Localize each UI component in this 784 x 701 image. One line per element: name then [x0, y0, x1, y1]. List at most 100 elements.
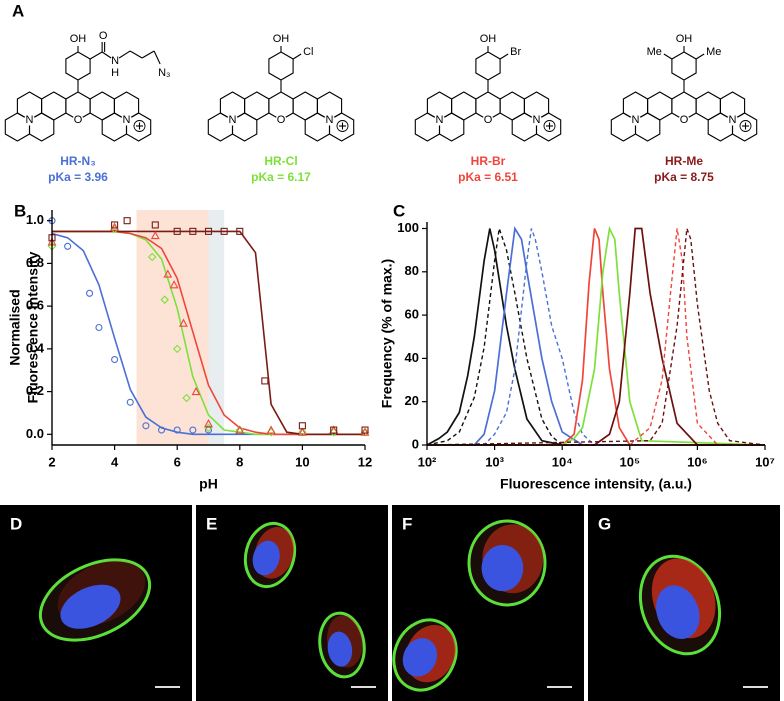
bond: [292, 53, 302, 60]
compound-pka: pKa = 3.96: [48, 170, 108, 184]
x-tick-label: 4: [111, 454, 119, 469]
atom-label: N: [436, 114, 444, 126]
marker: [110, 222, 120, 231]
y-tick-label: 0: [412, 436, 419, 451]
y-tick-label: 40: [405, 350, 419, 365]
y-axis-label: Frequency (% of max.): [379, 259, 395, 408]
shaded-band: [208, 210, 225, 445]
marker: [86, 289, 94, 297]
x-axis-label: pH: [199, 476, 218, 492]
histogram-curve: [427, 228, 765, 446]
x-tick-label: 2: [48, 454, 55, 469]
y-tick-label: 1.0: [26, 212, 44, 227]
micrograph-label: D: [10, 514, 22, 533]
bond: [695, 53, 705, 60]
marker: [235, 425, 245, 434]
atom-label: N: [533, 114, 541, 126]
x-tick-label: 10⁶: [687, 454, 707, 469]
cell-nucleus: [252, 540, 280, 576]
marker: [266, 425, 276, 434]
fit-curve: [52, 230, 365, 436]
micrograph-label: G: [598, 514, 611, 533]
marker: [330, 426, 338, 434]
compound-name: HR-Cl: [264, 154, 297, 168]
atom-label: O: [680, 114, 689, 126]
x-tick-label: 10⁵: [620, 454, 641, 469]
atom-bg: [630, 114, 642, 126]
marker: [360, 427, 370, 436]
bond: [101, 51, 112, 59]
compound-pka: pKa = 8.75: [654, 170, 714, 184]
atom-label: N: [729, 114, 737, 126]
marker: [173, 426, 181, 434]
atom-label: OH: [273, 33, 290, 45]
marker: [147, 252, 157, 262]
cell-nucleus: [655, 585, 700, 640]
atom-label: N: [326, 114, 334, 126]
y-tick-label: 0.4: [26, 340, 45, 355]
atom-label: OH: [480, 33, 497, 45]
ring: [475, 51, 501, 81]
x-tick-label: 10: [295, 454, 309, 469]
x-tick-label: 10⁷: [755, 454, 775, 469]
bond: [663, 53, 673, 60]
atom-label: N₃: [158, 67, 170, 79]
y-tick-label: 100: [397, 220, 419, 235]
marker: [126, 398, 134, 406]
histogram-curve: [427, 227, 765, 446]
atom-bg: [227, 114, 239, 126]
x-tick-label: 12: [358, 454, 372, 469]
atom-label: Br: [510, 46, 521, 58]
bond: [499, 53, 509, 60]
y-tick-label: 20: [405, 393, 419, 408]
compound-name: HR-Me: [665, 154, 703, 168]
micrograph-label: F: [402, 514, 412, 533]
atom-bg: [726, 114, 738, 126]
compound-name: HR-N₃: [60, 154, 96, 168]
x-tick-label: 8: [236, 454, 243, 469]
atom-label: O: [99, 30, 108, 42]
y-tick-label: 0.0: [26, 426, 44, 441]
marker: [151, 221, 159, 229]
marker: [179, 318, 188, 327]
charge: [336, 120, 349, 132]
marker: [111, 355, 119, 364]
y-tick-label: 60: [405, 307, 419, 322]
marker: [142, 422, 150, 430]
atom-label: N: [111, 55, 119, 67]
marker: [163, 269, 173, 278]
compound-name: HR-Br: [471, 154, 506, 168]
y-axis-label: Normalised: [7, 289, 23, 365]
marker: [173, 227, 181, 235]
bond: [129, 50, 143, 59]
marker: [261, 377, 269, 385]
x-tick-label: 10²: [418, 454, 437, 469]
atom-label: O: [484, 114, 493, 126]
cell-nucleus: [60, 584, 121, 629]
charge: [543, 120, 556, 132]
micrograph-label: E: [206, 514, 217, 533]
marker: [169, 280, 179, 289]
compound-pka: pKa = 6.17: [251, 170, 311, 184]
histogram-curve: [427, 228, 765, 446]
atom-label: OH: [70, 33, 87, 45]
histogram-curve: [427, 225, 765, 446]
atom-label: N: [229, 114, 237, 126]
atom-bg: [275, 114, 287, 126]
marker: [160, 295, 169, 304]
atom-bg: [678, 114, 690, 126]
bond: [118, 50, 131, 59]
atom-bg: [120, 114, 132, 126]
x-tick-label: 6: [174, 454, 181, 469]
panel-label: C: [393, 201, 405, 220]
y-axis-label: Fluorescence Intensity: [25, 251, 41, 403]
y-tick-label: 0.8: [26, 255, 44, 270]
shaded-band: [136, 210, 209, 445]
atom-label: Cl: [303, 46, 313, 58]
histogram-curve: [426, 228, 766, 446]
marker: [150, 230, 160, 240]
marker: [297, 427, 307, 436]
bond: [141, 50, 155, 59]
marker: [172, 344, 182, 354]
atom-label: H: [111, 67, 119, 79]
